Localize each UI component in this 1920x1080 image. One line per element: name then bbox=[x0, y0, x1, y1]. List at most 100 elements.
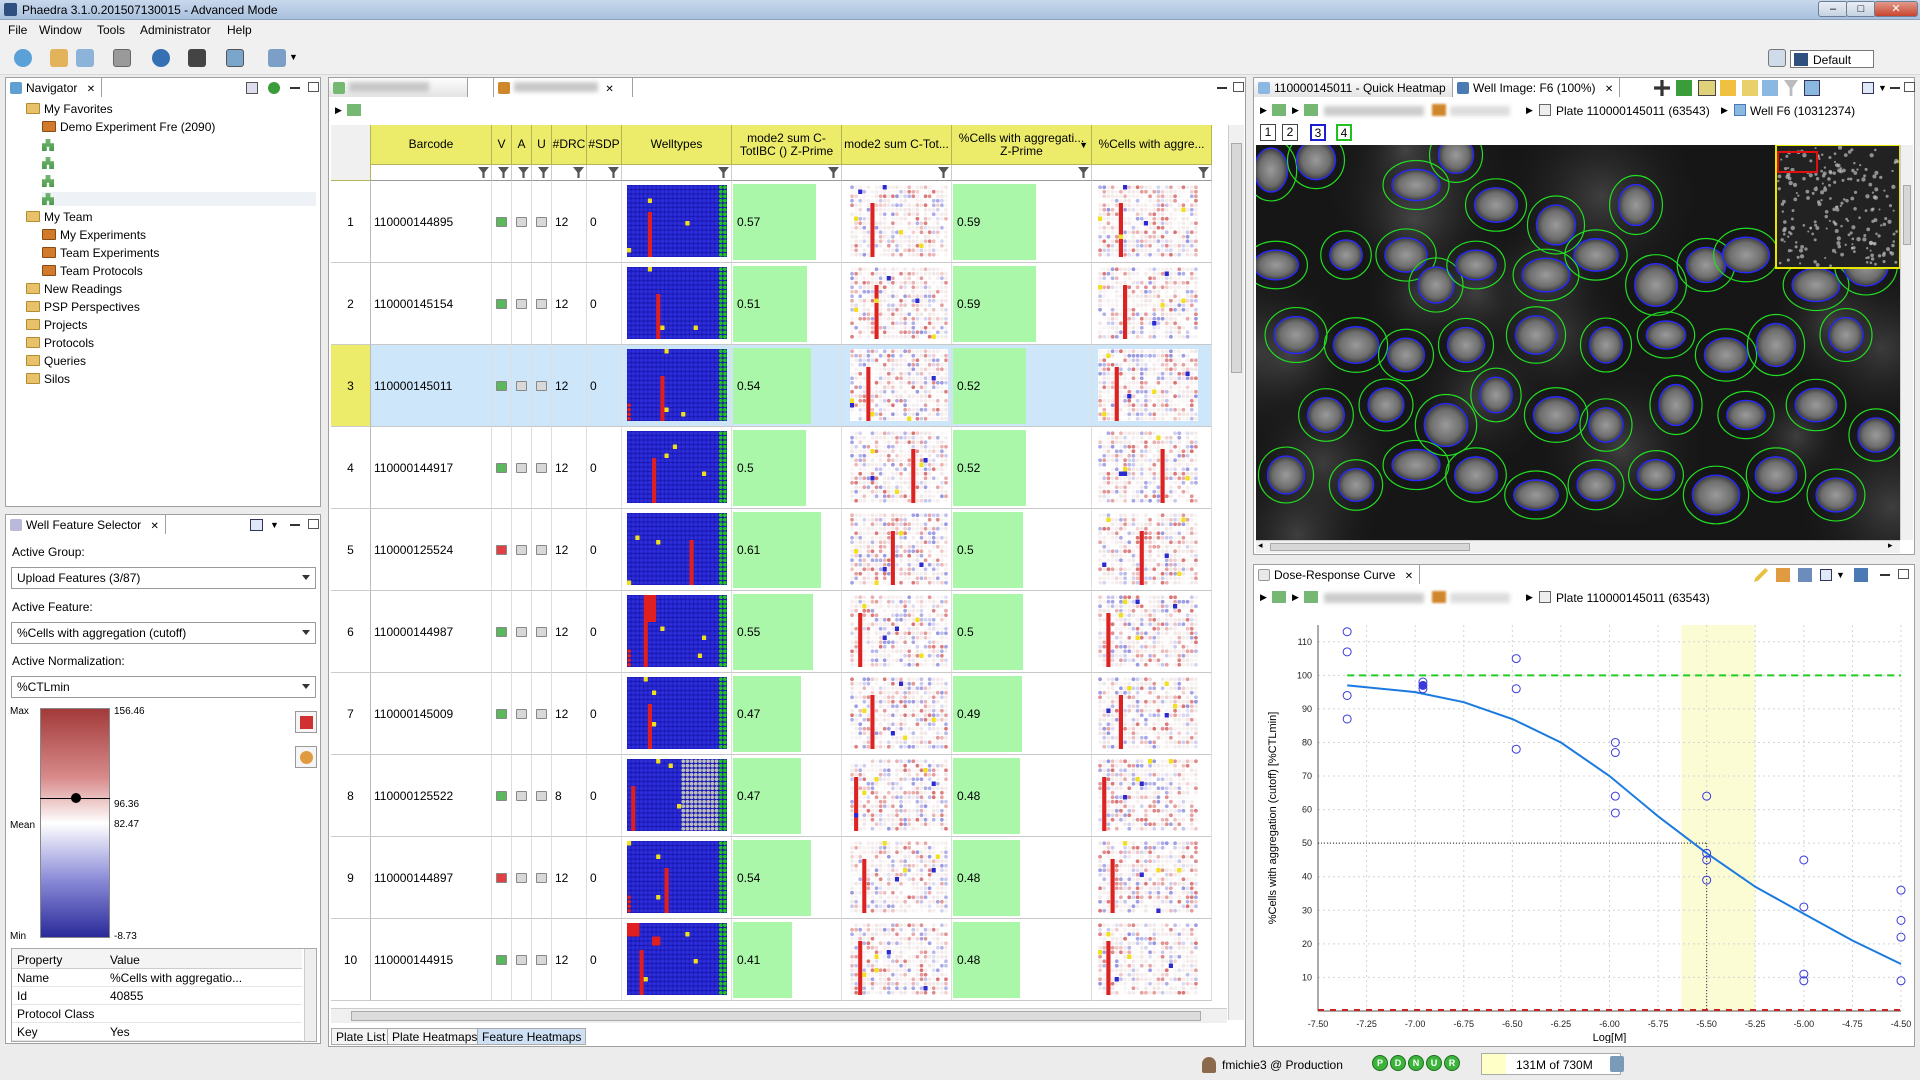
validation-flag-cell[interactable] bbox=[492, 919, 512, 1001]
data-point[interactable] bbox=[1896, 932, 1906, 942]
data-point[interactable] bbox=[1610, 808, 1620, 818]
filter-icon[interactable] bbox=[1078, 167, 1089, 178]
column-header[interactable]: Barcode bbox=[371, 125, 492, 165]
column-header[interactable]: %Cells with aggre... bbox=[1092, 125, 1212, 165]
maximize-view-icon[interactable] bbox=[1904, 82, 1915, 92]
tree-item[interactable]: My Favorites bbox=[26, 102, 113, 116]
scroll-thumb[interactable] bbox=[351, 1011, 1201, 1021]
validation-flag-cell[interactable] bbox=[492, 755, 512, 837]
drc-count-cell[interactable]: 12 bbox=[552, 673, 587, 755]
feature-heatmap-cell[interactable] bbox=[842, 509, 952, 591]
menu-window[interactable]: Window bbox=[39, 23, 82, 37]
feature-heatmap[interactable] bbox=[850, 759, 948, 831]
table-row[interactable]: 9 110000144897 12 0 0.54 0.48 bbox=[331, 837, 1227, 919]
zprime-cell[interactable]: 0.47 bbox=[732, 673, 842, 755]
feature-heatmap-cell[interactable] bbox=[1092, 591, 1212, 673]
feature-heatmap-cell[interactable] bbox=[1092, 263, 1212, 345]
barcode-cell[interactable]: 110000144917 bbox=[371, 427, 492, 509]
table-row[interactable]: 6 110000144987 12 0 0.55 0.5 bbox=[331, 591, 1227, 673]
data-point[interactable] bbox=[1342, 690, 1352, 700]
welltypes-cell[interactable] bbox=[622, 345, 732, 427]
brush-icon[interactable] bbox=[1720, 80, 1736, 96]
property-row[interactable]: Protocol Class bbox=[12, 1005, 302, 1023]
table-row[interactable]: 1 110000144895 12 0 0.57 0.59 bbox=[331, 181, 1227, 263]
binoculars-icon[interactable] bbox=[188, 49, 206, 67]
chevron-down-icon[interactable]: ▼ bbox=[1836, 570, 1845, 580]
contrast-icon[interactable] bbox=[1742, 80, 1758, 96]
column-header[interactable]: mode2 sum C-TotIBC () Z-Prime bbox=[732, 125, 842, 165]
data-point[interactable] bbox=[1702, 791, 1712, 801]
welltypes-cell[interactable] bbox=[622, 181, 732, 263]
zprime-cell[interactable]: 0.48 bbox=[952, 919, 1092, 1001]
value-column-header[interactable]: Value bbox=[110, 953, 140, 967]
breadcrumb-arrow-icon[interactable]: ▶ bbox=[1526, 592, 1533, 602]
feature-heatmap-cell[interactable] bbox=[842, 181, 952, 263]
breadcrumb-arrow-icon[interactable]: ▶ bbox=[1292, 105, 1299, 115]
image-horizontal-scrollbar[interactable]: ◂ ▸ bbox=[1256, 540, 1900, 553]
validation-flag-cell[interactable] bbox=[492, 591, 512, 673]
sdp-count-cell[interactable]: 0 bbox=[587, 837, 622, 919]
approval-flag-cell[interactable] bbox=[512, 427, 532, 509]
feature-heatmap-cell[interactable] bbox=[842, 673, 952, 755]
filter-icon[interactable] bbox=[828, 167, 839, 178]
pencil-icon[interactable] bbox=[1754, 568, 1768, 582]
close-icon[interactable]: ✕ bbox=[86, 84, 96, 95]
feature-heatmap[interactable] bbox=[1098, 349, 1198, 421]
maximize-view-icon[interactable] bbox=[308, 519, 319, 529]
legend-edit-button[interactable] bbox=[295, 711, 317, 733]
data-point[interactable] bbox=[1610, 737, 1620, 747]
barcode-cell[interactable]: 110000145154 bbox=[371, 263, 492, 345]
menu-file[interactable]: File bbox=[8, 23, 28, 37]
feature-heatmap-cell[interactable] bbox=[1092, 345, 1212, 427]
feature-heatmap[interactable] bbox=[1098, 513, 1198, 585]
upload-flag-cell[interactable] bbox=[532, 263, 552, 345]
menu-tools[interactable]: Tools bbox=[97, 23, 126, 37]
data-point[interactable] bbox=[1702, 875, 1712, 885]
fit-icon[interactable] bbox=[1676, 80, 1692, 96]
data-point[interactable] bbox=[1511, 744, 1521, 754]
overlay-icon[interactable] bbox=[1698, 80, 1716, 96]
filter-icon[interactable] bbox=[538, 167, 549, 178]
tab-experiment[interactable] bbox=[328, 77, 468, 97]
feature-heatmap[interactable] bbox=[1098, 923, 1198, 995]
sdp-count-cell[interactable]: 0 bbox=[587, 509, 622, 591]
open-folder-icon[interactable] bbox=[50, 49, 68, 67]
tree-item[interactable]: Queries bbox=[26, 354, 86, 368]
row-number[interactable]: 4 bbox=[331, 427, 371, 509]
welltypes-cell[interactable] bbox=[622, 837, 732, 919]
barcode-cell[interactable]: 110000145011 bbox=[371, 345, 492, 427]
sdp-count-cell[interactable]: 0 bbox=[587, 263, 622, 345]
tab-plate-heatmaps[interactable]: Plate Heatmaps bbox=[387, 1028, 483, 1045]
property-row[interactable]: Key Yes bbox=[12, 1023, 302, 1041]
drc-count-cell[interactable]: 12 bbox=[552, 263, 587, 345]
validation-flag-cell[interactable] bbox=[492, 837, 512, 919]
welltypes-cell[interactable] bbox=[622, 509, 732, 591]
table-row[interactable]: 4 110000144917 12 0 0.5 0.52 bbox=[331, 427, 1227, 509]
approval-flag-cell[interactable] bbox=[512, 673, 532, 755]
barcode-cell[interactable]: 110000125524 bbox=[371, 509, 492, 591]
feature-heatmap-cell[interactable] bbox=[1092, 509, 1212, 591]
row-number[interactable]: 3 bbox=[331, 345, 371, 427]
scroll-right-icon[interactable]: ▸ bbox=[1888, 540, 1893, 550]
zprime-cell[interactable]: 0.5 bbox=[732, 427, 842, 509]
maximize-view-icon[interactable] bbox=[1898, 569, 1909, 579]
hierarchy-icon[interactable] bbox=[1272, 591, 1286, 603]
approval-flag-cell[interactable] bbox=[512, 919, 532, 1001]
tab-feature-heatmaps[interactable]: Feature Heatmaps bbox=[477, 1028, 587, 1045]
zprime-cell[interactable]: 0.52 bbox=[952, 345, 1092, 427]
tab-well-image[interactable]: Well Image: F6 (100%) ✕ bbox=[1452, 77, 1621, 97]
barcode-cell[interactable]: 110000144987 bbox=[371, 591, 492, 673]
approval-flag-cell[interactable] bbox=[512, 837, 532, 919]
approval-flag-cell[interactable] bbox=[512, 181, 532, 263]
data-point[interactable] bbox=[1799, 976, 1809, 986]
feature-heatmap[interactable] bbox=[1098, 841, 1198, 913]
view-menu-icon[interactable] bbox=[1820, 569, 1832, 581]
feature-heatmap[interactable] bbox=[1098, 677, 1198, 749]
chevron-down-icon[interactable]: ▼ bbox=[270, 520, 279, 530]
upload-flag-cell[interactable] bbox=[532, 837, 552, 919]
zprime-cell[interactable]: 0.54 bbox=[732, 345, 842, 427]
zprime-cell[interactable]: 0.52 bbox=[952, 427, 1092, 509]
barcode-cell[interactable]: 110000144915 bbox=[371, 919, 492, 1001]
close-icon[interactable]: ✕ bbox=[150, 521, 159, 532]
well-image-canvas[interactable] bbox=[1256, 145, 1900, 540]
